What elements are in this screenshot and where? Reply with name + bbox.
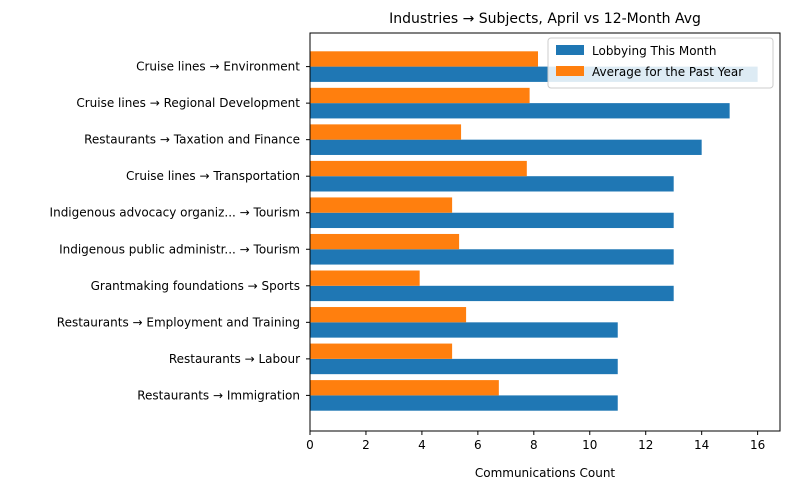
bar-past-year-avg (310, 51, 539, 67)
bar-this-month (310, 322, 618, 338)
legend-label-this-month: Lobbying This Month (592, 44, 716, 58)
x-tick-label: 16 (750, 438, 765, 452)
x-tick-label: 8 (530, 438, 538, 452)
x-axis: 0 2 4 6 8 10 12 14 16 (306, 431, 765, 452)
x-tick-label: 6 (474, 438, 482, 452)
bar-this-month (310, 395, 618, 411)
bar-past-year-avg (310, 380, 499, 396)
bar-this-month (310, 103, 730, 119)
y-tick-label: Indigenous advocacy organiz... → Tourism (50, 206, 300, 220)
y-tick-label: Indigenous public administr... → Tourism (59, 242, 300, 256)
y-tick-label: Restaurants → Taxation and Finance (84, 133, 300, 147)
y-tick-label: Restaurants → Immigration (137, 388, 300, 402)
bar-past-year-avg (310, 270, 420, 286)
plot-frame (309, 32, 781, 432)
y-tick-label: Grantmaking foundations → Sports (91, 279, 300, 293)
y-tick-label: Restaurants → Labour (169, 352, 300, 366)
bar-this-month (310, 176, 674, 192)
legend-swatch-past-year (556, 66, 584, 76)
y-tick-label: Cruise lines → Regional Development (76, 96, 300, 110)
y-tick-label: Cruise lines → Transportation (126, 169, 300, 183)
bar-past-year-avg (310, 197, 453, 213)
bar-this-month (310, 249, 674, 265)
y-axis: Cruise lines → Environment Cruise lines →… (50, 60, 310, 402)
legend-label-past-year: Average for the Past Year (592, 65, 743, 79)
x-tick-label: 10 (582, 438, 597, 452)
x-tick-label: 0 (306, 438, 314, 452)
x-axis-label: Communications Count (475, 466, 616, 480)
x-tick-label: 2 (362, 438, 370, 452)
bar-past-year-avg (310, 233, 460, 250)
x-tick-label: 14 (694, 438, 709, 452)
legend: Lobbying This Month Average for the Past… (547, 37, 774, 89)
y-tick-label: Cruise lines → Environment (136, 60, 300, 74)
legend-swatch-this-month (556, 45, 584, 55)
bar-this-month (310, 139, 702, 155)
bar-this-month (310, 212, 674, 229)
y-tick-label: Restaurants → Employment and Training (57, 315, 300, 329)
bar-this-month (310, 358, 618, 375)
x-tick-label: 4 (418, 438, 426, 452)
x-tick-label: 12 (638, 438, 653, 452)
bar-past-year-avg (310, 160, 527, 177)
bar-past-year-avg (310, 343, 453, 359)
bar-past-year-avg (310, 124, 462, 140)
bars-group (310, 51, 758, 411)
bar-past-year-avg (310, 307, 467, 323)
legend-frame (547, 37, 774, 89)
chart-title: Industries → Subjects, April vs 12-Month… (389, 11, 701, 27)
bar-past-year-avg (310, 87, 530, 104)
bar-this-month (310, 285, 674, 302)
